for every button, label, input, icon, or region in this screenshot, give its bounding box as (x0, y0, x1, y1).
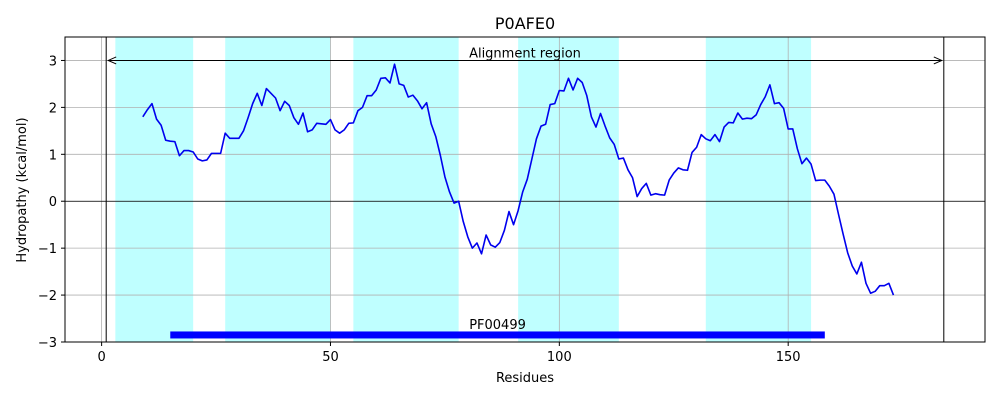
x-tick-label: 150 (776, 350, 801, 365)
alignment-arrow-left-head (106, 56, 117, 65)
y-tick-label: 3 (49, 54, 57, 69)
plot-frame (64, 36, 986, 343)
shaded-region-3 (353, 37, 459, 342)
y-tick-label: −3 (38, 336, 57, 351)
shaded-region-5 (705, 37, 812, 342)
domain-bar (170, 331, 825, 339)
y-tick-label: 2 (49, 101, 57, 116)
shaded-region-1 (115, 37, 194, 342)
y-tick-label: −2 (38, 289, 57, 304)
x-axis-label: Residues (496, 371, 554, 386)
hydropathy-series (142, 63, 895, 296)
y-tick-label: 1 (49, 148, 57, 163)
chart-title: P0AFE0 (495, 14, 555, 33)
hydropathy-line-1 (142, 63, 895, 296)
x-tick-label: 100 (547, 350, 572, 365)
x-tick-label: 50 (322, 350, 339, 365)
shaded-region-4 (518, 37, 619, 342)
axis-ticks: 0 50 100 150 −3 −2 −1 0 1 2 3 (38, 54, 801, 365)
alignment-arrow-right-head (933, 56, 944, 65)
y-tick-label: 0 (49, 195, 57, 210)
alignment-region-label: Alignment region (469, 46, 581, 61)
y-tick-label: −1 (38, 242, 57, 257)
domain-label: PF00499 (469, 318, 526, 333)
y-axis-label: Hydropathy (kcal/mol) (15, 117, 30, 262)
annotations: Alignment region PF00499 (106, 46, 944, 339)
x-tick-label: 0 (97, 350, 105, 365)
shaded-regions (115, 37, 812, 342)
shaded-region-2 (225, 37, 331, 342)
boundary-lines (65, 37, 985, 342)
plot-border (64, 36, 986, 343)
